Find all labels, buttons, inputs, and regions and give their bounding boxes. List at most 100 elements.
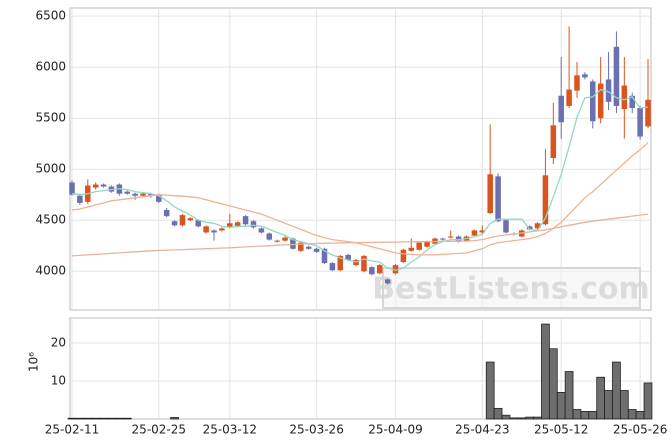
candle-body bbox=[550, 125, 557, 158]
volume-bar bbox=[525, 416, 534, 420]
candle-body bbox=[590, 81, 596, 122]
candle-body bbox=[219, 228, 225, 231]
volume-bar bbox=[91, 417, 101, 420]
candle-body bbox=[440, 238, 446, 240]
candle-body bbox=[92, 184, 99, 188]
candle-body bbox=[424, 241, 430, 247]
x-tick-label: 25-05-12 bbox=[534, 423, 588, 437]
candle-body bbox=[471, 230, 478, 236]
candle-body bbox=[156, 194, 162, 202]
x-tick-label: 25-04-23 bbox=[455, 423, 509, 437]
candle-body bbox=[298, 242, 304, 251]
candle-body bbox=[621, 85, 628, 110]
volume-bar bbox=[541, 323, 550, 420]
candle-body bbox=[392, 265, 399, 274]
candle-body bbox=[124, 191, 130, 194]
candle-body bbox=[597, 83, 604, 119]
watermark-box bbox=[382, 267, 641, 309]
candle-body bbox=[645, 99, 651, 127]
moving-average-line bbox=[71, 88, 649, 271]
candle-body bbox=[582, 74, 588, 78]
x-tick-label: 25-03-12 bbox=[203, 423, 257, 437]
volume-bar bbox=[122, 417, 132, 420]
candle-body bbox=[416, 242, 422, 250]
candle-body bbox=[290, 238, 296, 249]
candle-body bbox=[361, 255, 367, 272]
candle-body bbox=[534, 223, 541, 229]
volume-bar bbox=[83, 417, 93, 420]
candle-body bbox=[171, 221, 178, 226]
price-panel bbox=[69, 7, 652, 311]
volume-bar bbox=[114, 417, 124, 420]
candle-body bbox=[234, 222, 241, 227]
volume-bar bbox=[493, 407, 503, 420]
volume-bar bbox=[99, 417, 108, 420]
candle-body bbox=[605, 79, 612, 102]
volume-bar bbox=[619, 390, 629, 420]
volume-bar bbox=[612, 361, 621, 420]
candle-body bbox=[447, 236, 454, 238]
y-tick-label: 5500 bbox=[35, 111, 66, 125]
volume-bar bbox=[643, 382, 653, 420]
candle-body bbox=[487, 174, 493, 214]
candle-body bbox=[558, 95, 564, 123]
candle-body bbox=[479, 230, 486, 233]
candle-body bbox=[384, 279, 391, 284]
candle-body bbox=[503, 220, 509, 233]
volume-bar bbox=[67, 417, 77, 420]
moving-average-line bbox=[71, 213, 649, 257]
candle-body bbox=[179, 215, 186, 226]
candle-body bbox=[637, 107, 643, 137]
candle-body bbox=[274, 240, 280, 242]
candle-body bbox=[542, 175, 549, 225]
candle-body bbox=[242, 216, 249, 225]
candle-body bbox=[227, 223, 233, 228]
volume-bar bbox=[604, 390, 613, 420]
volume-bar bbox=[627, 409, 637, 420]
candle-body bbox=[140, 193, 146, 196]
volume-bar bbox=[596, 376, 606, 420]
volume-bar bbox=[588, 411, 598, 420]
y-tick-label: 20 bbox=[51, 336, 66, 350]
candle-body bbox=[69, 182, 75, 195]
volume-bar bbox=[75, 417, 85, 420]
candle-body bbox=[77, 195, 83, 203]
x-tick-label: 25-05-26 bbox=[613, 423, 667, 437]
candle-body bbox=[266, 233, 273, 240]
candle-body bbox=[250, 221, 257, 228]
candle-body bbox=[574, 75, 580, 91]
candle-body bbox=[100, 184, 107, 187]
volume-bar bbox=[501, 414, 511, 420]
volume-bar bbox=[635, 411, 645, 420]
candle-body bbox=[408, 247, 415, 251]
candle-body bbox=[629, 95, 635, 108]
y-tick-label: 10 bbox=[51, 374, 66, 388]
candle-body bbox=[337, 255, 344, 271]
volume-bar bbox=[485, 361, 495, 420]
candle-body bbox=[495, 176, 501, 222]
volume-bar bbox=[533, 416, 542, 420]
y-tick-label: 4000 bbox=[35, 264, 66, 278]
volume-bar bbox=[517, 417, 527, 420]
candle-body bbox=[329, 263, 336, 271]
candle-body bbox=[526, 226, 533, 230]
volume-bar bbox=[564, 371, 574, 420]
candle-body bbox=[148, 193, 154, 196]
volume-bar bbox=[572, 409, 582, 420]
x-tick-label: 25-04-09 bbox=[368, 423, 422, 437]
candle-body bbox=[195, 220, 202, 227]
candle-body bbox=[400, 249, 407, 263]
x-tick-label: 25-03-26 bbox=[289, 423, 343, 437]
volume-bar bbox=[107, 417, 116, 420]
candle-body bbox=[163, 210, 170, 217]
candle-body bbox=[258, 228, 265, 233]
candle-body bbox=[203, 226, 209, 233]
candle-body bbox=[321, 248, 328, 264]
y-tick-label: 6000 bbox=[35, 60, 66, 74]
candle-body bbox=[566, 89, 572, 106]
candle-body bbox=[282, 237, 288, 241]
candle-body bbox=[211, 230, 217, 233]
candle-body bbox=[187, 218, 194, 221]
candle-body bbox=[345, 254, 351, 261]
